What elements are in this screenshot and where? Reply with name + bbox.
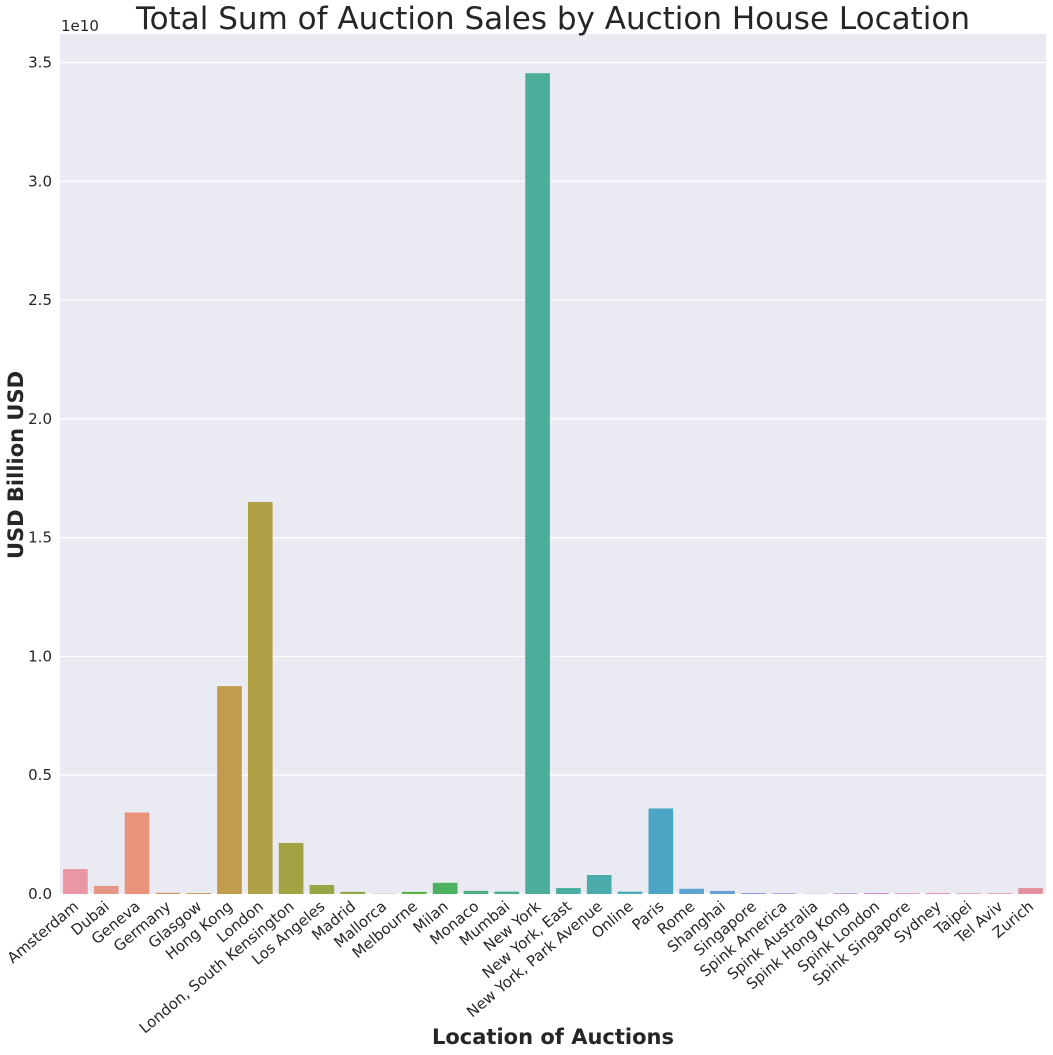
bar (278, 842, 304, 894)
bar (556, 888, 581, 894)
bar (155, 892, 181, 894)
bar (586, 874, 612, 894)
bar (617, 891, 643, 894)
bar (771, 893, 797, 894)
bar (63, 869, 88, 894)
bar (895, 893, 920, 894)
bar (833, 893, 859, 894)
bar (247, 502, 273, 894)
y-tick-label: 1.0 (28, 647, 52, 665)
y-tick-label: 1.5 (28, 529, 52, 547)
bar (679, 888, 704, 894)
bar (1018, 888, 1043, 894)
bar (217, 686, 242, 894)
bar (956, 893, 982, 894)
bar (494, 891, 520, 894)
y-tick-label: 3.0 (28, 172, 52, 190)
y-tick-label: 2.5 (28, 291, 52, 309)
y-tick-label: 0.5 (28, 766, 52, 784)
x-axis-label: Location of Auctions (432, 1025, 674, 1049)
y-tick-label: 0.0 (28, 885, 52, 903)
bar (987, 893, 1013, 894)
bar (710, 890, 735, 894)
bar (432, 882, 458, 894)
bar (124, 812, 150, 894)
bar (186, 893, 211, 894)
bar (309, 884, 335, 894)
y-tick-labels: 0.0 0.5 1.0 1.5 2.0 2.5 3.0 3.5 (28, 54, 52, 903)
y-axis-label: USD Billion USD (4, 371, 28, 559)
bar (340, 891, 366, 894)
x-tick-label: Amsterdam (4, 897, 82, 967)
bar (740, 893, 766, 894)
bars (63, 73, 1043, 894)
bar (525, 73, 550, 894)
bar (463, 890, 489, 894)
y-tick-label: 3.5 (28, 54, 52, 72)
bar (648, 808, 674, 894)
bar (864, 893, 889, 894)
bar (925, 893, 951, 894)
plot-area (60, 34, 1046, 894)
chart-title: Total Sum of Auction Sales by Auction Ho… (135, 1, 970, 37)
y-tick-label: 2.0 (28, 410, 52, 428)
bar (402, 891, 427, 894)
y-offset-label: 1e10 (61, 17, 99, 35)
bar (93, 885, 119, 894)
